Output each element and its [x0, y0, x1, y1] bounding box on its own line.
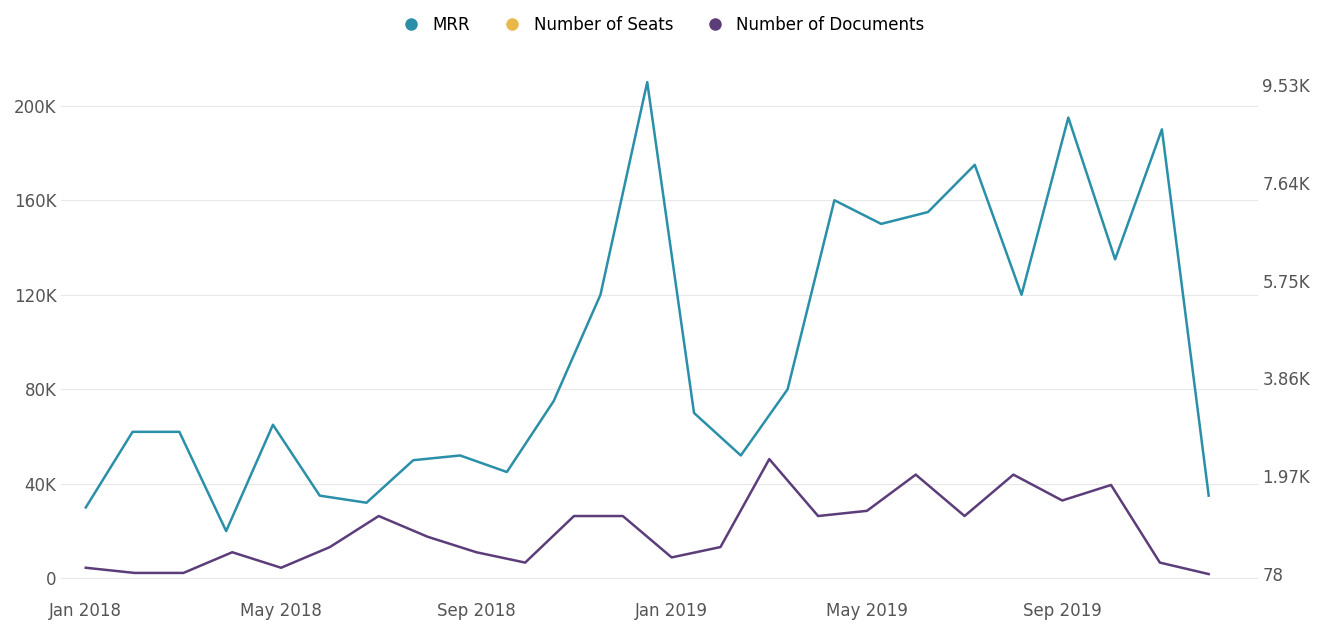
Legend: MRR, Number of Seats, Number of Documents: MRR, Number of Seats, Number of Document…: [388, 10, 931, 41]
